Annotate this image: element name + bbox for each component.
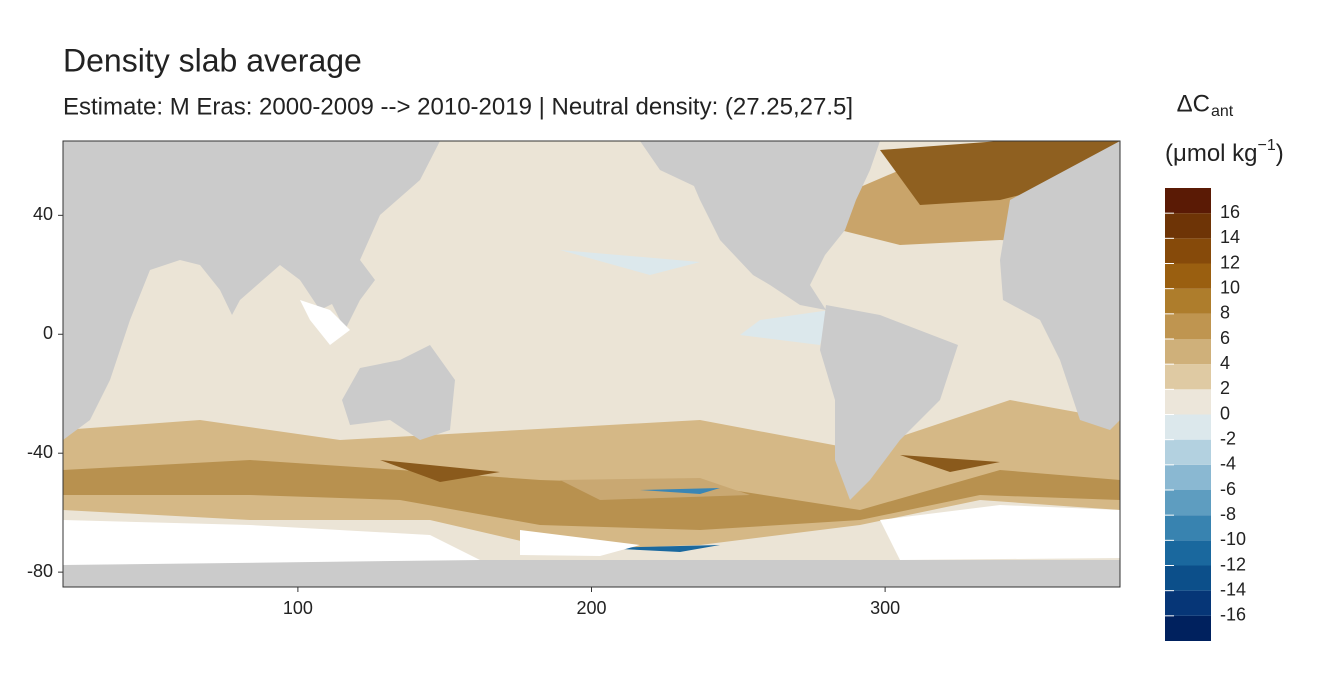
legend-label: -6 xyxy=(1220,479,1236,499)
legend-swatch xyxy=(1165,490,1211,516)
legend-swatch xyxy=(1165,238,1211,264)
legend-label: -2 xyxy=(1220,428,1236,448)
legend-label: -12 xyxy=(1220,554,1246,574)
legend-swatch xyxy=(1165,565,1211,591)
legend-swatch xyxy=(1165,313,1211,339)
legend-label: 2 xyxy=(1220,378,1230,398)
y-tick-label: -80 xyxy=(27,561,53,581)
legend-swatch xyxy=(1165,188,1211,214)
chart-subtitle: Estimate: M Eras: 2000-2009 --> 2010-201… xyxy=(63,93,853,120)
legend-swatch xyxy=(1165,288,1211,314)
y-tick-label: -40 xyxy=(27,442,53,462)
legend-label: -4 xyxy=(1220,454,1236,474)
north-atlantic-dark xyxy=(880,141,1120,205)
legend-label: -14 xyxy=(1220,579,1246,599)
x-tick-label: 100 xyxy=(283,598,313,618)
legend-label: 6 xyxy=(1220,328,1230,348)
legend-unit-superscript: −1 xyxy=(1258,137,1276,154)
legend-swatch xyxy=(1165,364,1211,390)
legend-label: 16 xyxy=(1220,202,1240,222)
legend-label: 8 xyxy=(1220,303,1230,323)
legend-swatch xyxy=(1165,615,1211,641)
legend-label: 10 xyxy=(1220,277,1240,297)
legend-swatch xyxy=(1165,590,1211,616)
legend-label: -10 xyxy=(1220,529,1246,549)
legend-swatch xyxy=(1165,540,1211,566)
legend-swatch xyxy=(1165,515,1211,541)
chart-title: Density slab average xyxy=(63,42,362,78)
legend-swatch xyxy=(1165,439,1211,465)
legend-swatch xyxy=(1165,464,1211,490)
legend-unit-close: ) xyxy=(1276,140,1284,167)
legend-unit-text: (μmol kg xyxy=(1165,140,1258,167)
legend-title-subscript: ant xyxy=(1211,103,1234,120)
negative-patch xyxy=(640,488,720,494)
y-tick-label: 0 xyxy=(43,323,53,343)
legend-label: 0 xyxy=(1220,403,1230,423)
legend-label: -16 xyxy=(1220,605,1246,625)
ice xyxy=(63,300,1120,565)
near-zero-patch xyxy=(560,250,830,345)
legend-swatch xyxy=(1165,339,1211,365)
legend-swatch xyxy=(1165,414,1211,440)
negative-patch xyxy=(600,545,720,552)
south-pacific-patch xyxy=(560,478,750,500)
legend-swatch xyxy=(1165,213,1211,239)
land xyxy=(63,141,1120,587)
dark-patch xyxy=(380,455,1000,482)
legend-label: -8 xyxy=(1220,504,1236,524)
map xyxy=(63,141,1120,587)
legend-unit: (μmol kg−1) xyxy=(1165,137,1284,167)
legend-title: ΔC xyxy=(1177,90,1210,117)
x-tick-label: 200 xyxy=(576,598,606,618)
y-tick-label: 40 xyxy=(33,204,53,224)
legend-label: 12 xyxy=(1220,252,1240,272)
legend-label: 14 xyxy=(1220,227,1240,247)
x-tick-label: 300 xyxy=(870,598,900,618)
legend-label: 4 xyxy=(1220,353,1230,373)
legend-swatch xyxy=(1165,389,1211,415)
legend-swatch xyxy=(1165,263,1211,289)
